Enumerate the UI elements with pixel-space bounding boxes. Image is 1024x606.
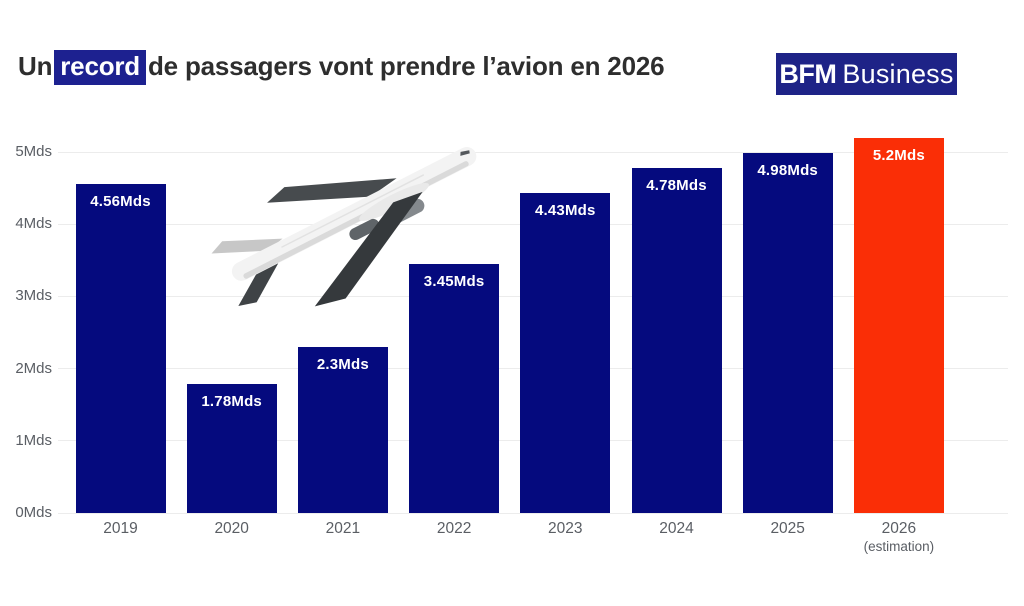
x-axis-label-2026: 2026 (estimation) [843, 520, 955, 556]
airplane-cockpit [460, 150, 470, 156]
bar-value-label: 3.45Mds [423, 272, 485, 290]
airplane-engine-far [349, 218, 380, 241]
y-axis-tick-0Mds: 0Mds [15, 504, 52, 521]
bar-value-label: 2.3Mds [316, 355, 369, 373]
title-highlight: record [54, 50, 146, 85]
airplane-engine-near [388, 198, 425, 224]
airplane-tail-fin [211, 238, 283, 254]
x-axis-label-2020: 2020 [214, 520, 249, 537]
y-axis-tick-5Mds: 5Mds [15, 143, 52, 160]
logo-business-text: Business [842, 58, 954, 89]
y-axis-tick-2Mds: 2Mds [15, 359, 52, 377]
bar-value-label: 4.98Mds [757, 162, 818, 180]
bar-2019: 4.56Mds [75, 183, 166, 513]
bar-2026: 5.2Mds [853, 137, 944, 513]
bar-value-label: 4.78Mds [646, 176, 707, 194]
x-axis-label-2021: 2021 [325, 520, 361, 537]
y-axis-tick-1Mds: 1Mds [15, 431, 52, 449]
x-axis-label-note: (estimation) [863, 539, 935, 554]
airplane-stabilizer [238, 263, 279, 307]
x-axis-label-2019: 2019 [103, 520, 138, 537]
logo-bfm-text: BFM [779, 58, 837, 89]
airplane-fuselage-shade [243, 161, 469, 279]
y-axis-tick-3Mds: 3Mds [15, 287, 52, 305]
x-axis-label-2025: 2025 [770, 520, 805, 537]
x-axis-label-2024: 2024 [659, 520, 694, 537]
bar-2020: 1.78Mds [186, 384, 277, 513]
title-suffix: de passagers vont prendre l’avion en 202… [148, 51, 665, 81]
bar-value-label: 5.2Mds [872, 146, 925, 164]
title-prefix: Un [18, 51, 53, 81]
bar-value-label: 4.56Mds [90, 192, 151, 210]
x-axis-label-2023: 2023 [548, 520, 583, 537]
bar-2024: 4.78Mds [631, 167, 722, 513]
bar-value-label: 4.43Mds [534, 202, 596, 220]
bar-2025: 4.98Mds [742, 153, 833, 513]
bar-2023: 4.43Mds [520, 193, 611, 513]
airplane-window-strip [281, 174, 425, 248]
x-axis-label-2022: 2022 [436, 520, 472, 537]
gridline-5Mds [58, 151, 1008, 153]
bar-value-label: 1.78Mds [201, 393, 262, 411]
bar-2022: 3.45Mds [409, 263, 500, 513]
airplane-fairing [359, 183, 429, 221]
gridline-0Mds [58, 512, 1008, 514]
page-title: Un record de passagers vont prendre l’avio… [18, 50, 665, 85]
bfm-business-logo: BFM Business [776, 53, 957, 95]
y-axis-tick-4Mds: 4Mds [15, 215, 52, 233]
bar-2021: 2.3Mds [297, 346, 388, 513]
airplane-far-wing [267, 178, 397, 203]
